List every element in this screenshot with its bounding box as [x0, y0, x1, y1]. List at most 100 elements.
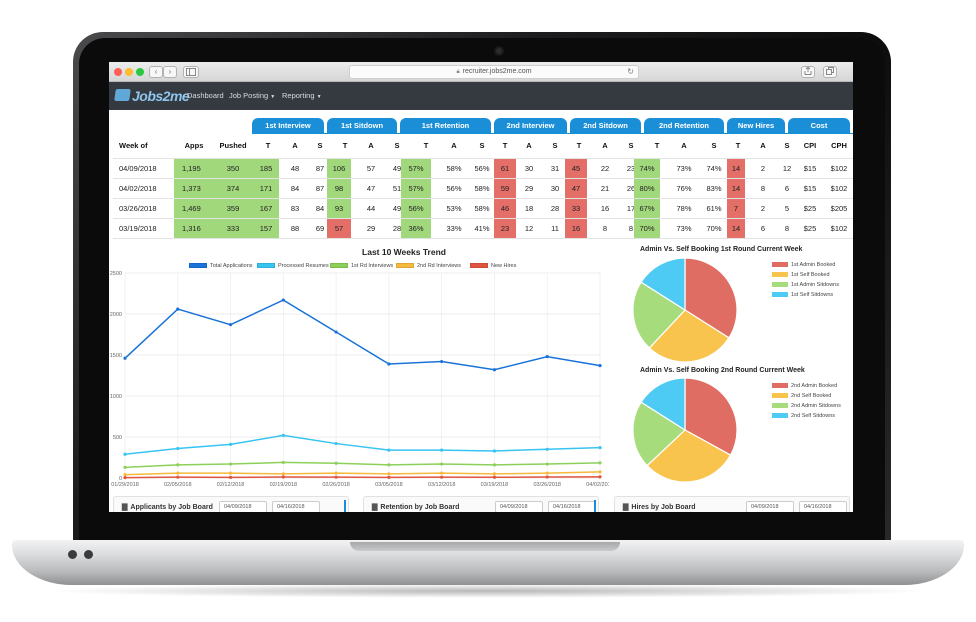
- pie-slice[interactable]: [640, 377, 686, 432]
- zoom-window-button[interactable]: [136, 68, 144, 76]
- data-point[interactable]: [123, 356, 127, 360]
- data-point[interactable]: [123, 465, 127, 469]
- pie-legend-item[interactable]: 2nd Self Sitdowns: [772, 411, 841, 421]
- data-point[interactable]: [281, 433, 285, 437]
- table-cell: 56%: [446, 184, 462, 193]
- data-point[interactable]: [545, 475, 549, 479]
- data-point[interactable]: [176, 471, 180, 475]
- data-point[interactable]: [334, 475, 338, 479]
- data-point[interactable]: [545, 447, 549, 451]
- data-point[interactable]: [228, 471, 233, 475]
- data-point[interactable]: [440, 462, 444, 466]
- close-window-button[interactable]: [114, 68, 122, 76]
- pie-slice[interactable]: [646, 429, 732, 483]
- pie-legend-item[interactable]: 2nd Admin Sitdowns: [772, 401, 841, 411]
- address-bar[interactable]: 🔒︎ recruiter.jobs2me.com ↻: [349, 65, 639, 79]
- pie-slice[interactable]: [640, 257, 686, 312]
- data-point[interactable]: [281, 472, 285, 476]
- pie-slice[interactable]: [684, 377, 738, 456]
- data-point[interactable]: [387, 463, 391, 467]
- data-point[interactable]: [228, 475, 233, 479]
- data-point[interactable]: [176, 446, 180, 451]
- pie-legend-item[interactable]: 1st Admin Sitdowns: [772, 280, 839, 290]
- pie-slice[interactable]: [632, 401, 686, 467]
- table-cell: 2: [760, 164, 766, 173]
- data-point[interactable]: [228, 323, 233, 327]
- date-to-input[interactable]: 04/16/2018: [799, 501, 847, 512]
- legend-item[interactable]: Total Applications: [189, 262, 253, 271]
- data-point[interactable]: [545, 471, 549, 475]
- data-point[interactable]: [598, 470, 602, 474]
- data-point[interactable]: [387, 448, 391, 452]
- data-point[interactable]: [598, 446, 602, 450]
- column-header: A: [681, 141, 687, 150]
- data-point[interactable]: [123, 473, 127, 477]
- lock-icon: 🔒︎: [456, 69, 460, 75]
- data-point[interactable]: [440, 471, 444, 475]
- data-point[interactable]: [545, 462, 549, 466]
- data-point[interactable]: [440, 475, 444, 479]
- data-point[interactable]: [281, 298, 285, 302]
- table-cell: $15: [803, 184, 817, 193]
- minimize-window-button[interactable]: [125, 68, 133, 76]
- data-point[interactable]: [492, 463, 497, 467]
- data-point[interactable]: [440, 448, 444, 452]
- pie-legend-item[interactable]: 1st Self Sitdowns: [772, 290, 839, 300]
- pie-legend-item[interactable]: 2nd Admin Booked: [772, 381, 841, 391]
- date-to-input[interactable]: 04/16/2018: [272, 501, 320, 512]
- legend-item[interactable]: 2nd Rd Interviews: [396, 262, 461, 271]
- data-point[interactable]: [387, 475, 391, 479]
- pie-slice[interactable]: [648, 309, 730, 363]
- data-point[interactable]: [176, 307, 180, 311]
- date-from-input[interactable]: 04/09/2018: [746, 501, 794, 512]
- back-button[interactable]: ‹: [149, 66, 163, 78]
- data-point[interactable]: [334, 461, 338, 465]
- data-point[interactable]: [176, 463, 180, 467]
- table-cell: $15: [803, 164, 817, 173]
- data-point[interactable]: [334, 441, 338, 446]
- pie-legend-item[interactable]: 1st Self Booked: [772, 270, 839, 280]
- data-point[interactable]: [598, 475, 602, 479]
- data-point[interactable]: [123, 452, 127, 456]
- data-point[interactable]: [492, 472, 497, 476]
- data-point[interactable]: [492, 449, 497, 453]
- data-point[interactable]: [545, 355, 549, 359]
- card-retention-by-job-board: ▇ Retention by Job Board 04/09/2018 04/16…: [363, 496, 599, 512]
- legend-item[interactable]: Processed Resumes: [257, 262, 329, 271]
- forward-button[interactable]: ›: [163, 66, 177, 78]
- data-point[interactable]: [228, 462, 233, 466]
- data-point[interactable]: [387, 362, 391, 366]
- sidebar-icon[interactable]: [183, 66, 199, 78]
- data-point[interactable]: [492, 475, 497, 479]
- logo[interactable]: Jobs2me: [114, 86, 190, 106]
- pie-legend-item[interactable]: 1st Admin Booked: [772, 260, 839, 270]
- tabs-icon[interactable]: [823, 66, 837, 78]
- data-point[interactable]: [598, 461, 602, 465]
- data-point[interactable]: [598, 364, 602, 368]
- nav-dashboard[interactable]: Dashboard: [187, 91, 224, 100]
- data-point[interactable]: [334, 330, 338, 334]
- reload-icon[interactable]: ↻: [627, 67, 634, 76]
- date-from-input[interactable]: 04/09/2018: [495, 501, 543, 512]
- data-point[interactable]: [176, 475, 180, 479]
- data-point[interactable]: [228, 442, 233, 446]
- data-point[interactable]: [387, 472, 391, 476]
- date-from-input[interactable]: 04/09/2018: [219, 501, 267, 512]
- data-point[interactable]: [123, 475, 127, 480]
- pie-legend-item[interactable]: 2nd Self Booked: [772, 391, 841, 401]
- data-point[interactable]: [281, 475, 285, 479]
- data-point[interactable]: [334, 471, 338, 475]
- date-to-input[interactable]: 04/16/2018: [548, 501, 596, 512]
- legend-item[interactable]: New Hires: [470, 262, 516, 271]
- nav-job-posting[interactable]: Job Posting ▼: [229, 91, 275, 100]
- data-point[interactable]: [440, 359, 444, 364]
- pie-slice[interactable]: [632, 281, 686, 349]
- legend-item[interactable]: 1st Rd Interviews: [330, 262, 393, 271]
- nav-reporting[interactable]: Reporting ▼: [282, 91, 322, 100]
- data-point[interactable]: [281, 460, 285, 465]
- row-divider: [113, 158, 853, 159]
- table-cell: 29: [524, 184, 534, 193]
- share-icon[interactable]: [801, 66, 815, 78]
- pie-chart-1st-round: [632, 257, 738, 363]
- data-point[interactable]: [492, 368, 497, 372]
